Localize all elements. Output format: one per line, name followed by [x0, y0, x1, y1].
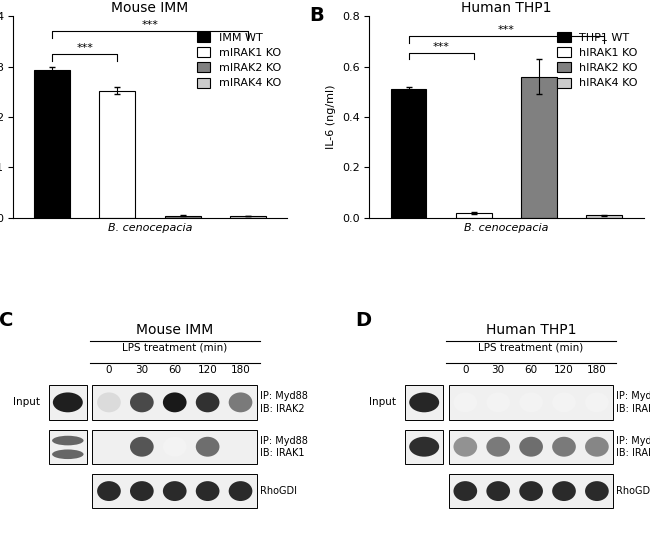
Y-axis label: IL-6 (ng/ml): IL-6 (ng/ml) [326, 85, 336, 150]
Ellipse shape [552, 481, 576, 501]
Bar [449, 474, 614, 508]
Ellipse shape [52, 436, 84, 446]
Ellipse shape [585, 437, 609, 457]
Bar [449, 385, 614, 420]
Bar [586, 215, 622, 218]
Ellipse shape [519, 392, 543, 412]
Text: D: D [356, 311, 372, 330]
Bar [92, 385, 257, 420]
Text: IP: Myd88
IB: IRAK2: IP: Myd88 IB: IRAK2 [616, 391, 650, 414]
Bar [449, 430, 614, 464]
Text: Human THP1: Human THP1 [486, 322, 577, 337]
X-axis label: B. cenocepacia: B. cenocepacia [464, 223, 549, 234]
Legend: IMM WT, mIRAK1 KO, mIRAK2 KO, mIRAK4 KO: IMM WT, mIRAK1 KO, mIRAK2 KO, mIRAK4 KO [197, 32, 281, 88]
Text: ***: *** [142, 21, 159, 30]
Bar [49, 385, 87, 420]
Ellipse shape [585, 481, 609, 501]
Ellipse shape [519, 481, 543, 501]
Ellipse shape [410, 437, 439, 457]
Ellipse shape [454, 481, 477, 501]
Legend: THP1 WT, hIRAK1 KO, hIRAK2 KO, hIRAK4 KO: THP1 WT, hIRAK1 KO, hIRAK2 KO, hIRAK4 KO [557, 32, 638, 88]
Bar [405, 430, 443, 464]
Text: 0: 0 [106, 365, 112, 375]
Ellipse shape [229, 481, 252, 501]
Ellipse shape [196, 392, 220, 412]
Text: 30: 30 [491, 365, 505, 375]
Ellipse shape [410, 392, 439, 412]
Text: IP: Myd88
IB: IRAK2: IP: Myd88 IB: IRAK2 [260, 391, 307, 414]
Ellipse shape [196, 437, 220, 457]
Bar [405, 385, 443, 420]
Text: Input: Input [13, 397, 40, 408]
Text: IP: Myd88
IB: IRAK1: IP: Myd88 IB: IRAK1 [260, 436, 307, 458]
Ellipse shape [130, 481, 153, 501]
Bar [49, 430, 87, 464]
X-axis label: B. cenocepacia: B. cenocepacia [108, 223, 192, 234]
Text: RhoGDI: RhoGDI [616, 486, 650, 496]
Text: 180: 180 [231, 365, 250, 375]
Ellipse shape [52, 449, 84, 459]
Ellipse shape [486, 481, 510, 501]
Bar [230, 216, 266, 218]
Bar [92, 430, 257, 464]
Bar [99, 91, 135, 218]
Text: 120: 120 [198, 365, 218, 375]
Bar [521, 77, 557, 218]
Ellipse shape [163, 392, 187, 412]
Text: Input: Input [369, 397, 396, 408]
Bar [92, 474, 257, 508]
Text: C: C [0, 311, 14, 330]
Text: ***: *** [433, 42, 450, 51]
Text: 30: 30 [135, 365, 148, 375]
Ellipse shape [552, 437, 576, 457]
Title: Human THP1: Human THP1 [462, 1, 552, 15]
Ellipse shape [486, 392, 510, 412]
Ellipse shape [486, 437, 510, 457]
Text: RhoGDI: RhoGDI [260, 486, 296, 496]
Ellipse shape [196, 481, 220, 501]
Ellipse shape [130, 437, 153, 457]
Ellipse shape [552, 392, 576, 412]
Ellipse shape [454, 437, 477, 457]
Ellipse shape [130, 392, 153, 412]
Text: ***: *** [498, 25, 515, 35]
Bar [456, 213, 492, 218]
Text: 60: 60 [168, 365, 181, 375]
Text: 180: 180 [587, 365, 606, 375]
Text: LPS treatment (min): LPS treatment (min) [122, 343, 228, 353]
Ellipse shape [97, 392, 121, 412]
Text: B: B [309, 6, 324, 25]
Title: Mouse IMM: Mouse IMM [111, 1, 188, 15]
Text: 120: 120 [554, 365, 574, 375]
Ellipse shape [163, 481, 187, 501]
Text: 0: 0 [462, 365, 469, 375]
Text: Mouse IMM: Mouse IMM [136, 322, 213, 337]
Bar [164, 216, 201, 218]
Bar [34, 70, 70, 218]
Ellipse shape [97, 481, 121, 501]
Text: 60: 60 [525, 365, 538, 375]
Ellipse shape [585, 392, 609, 412]
Ellipse shape [454, 392, 477, 412]
Ellipse shape [53, 392, 83, 412]
Text: ***: *** [76, 43, 93, 53]
Text: IP: Myd88
IB: IRAK1: IP: Myd88 IB: IRAK1 [616, 436, 650, 458]
Bar [391, 89, 426, 218]
Ellipse shape [163, 437, 187, 457]
Text: LPS treatment (min): LPS treatment (min) [478, 343, 584, 353]
Ellipse shape [519, 437, 543, 457]
Ellipse shape [229, 392, 252, 412]
